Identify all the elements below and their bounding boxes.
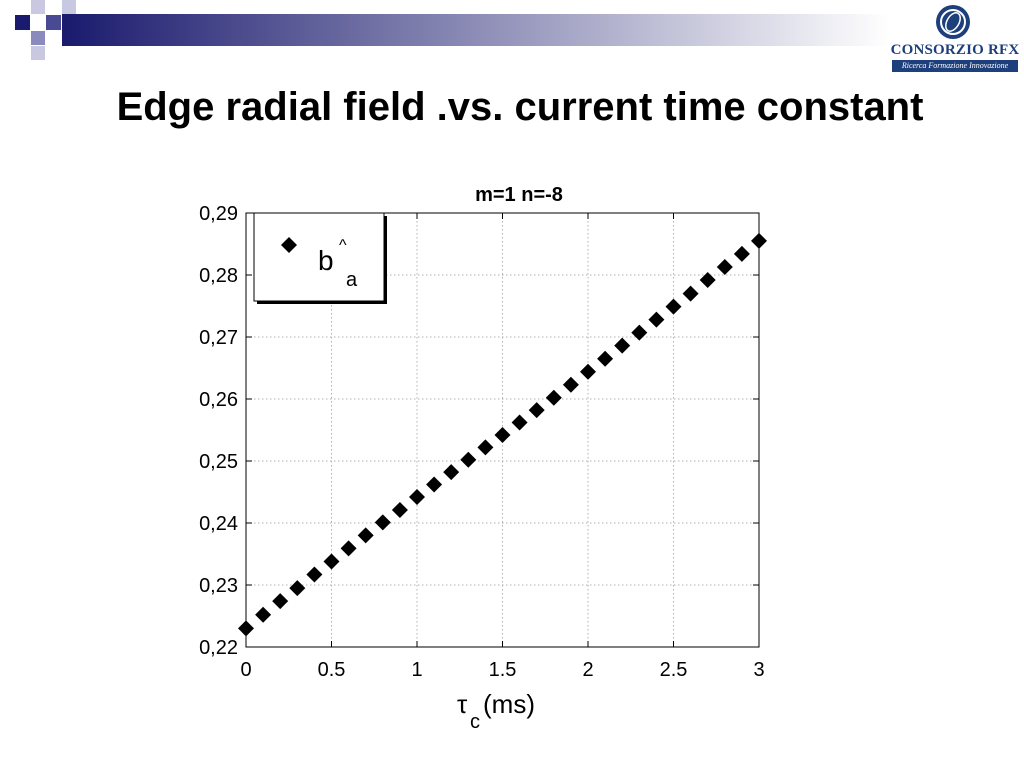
y-tick-label: 0,22 bbox=[199, 637, 238, 659]
y-tick-label: 0,23 bbox=[199, 575, 238, 597]
data-point-diamond bbox=[699, 271, 716, 288]
y-tick-label: 0,27 bbox=[199, 327, 238, 349]
legend-label: b bbox=[318, 245, 334, 276]
data-point-diamond bbox=[665, 298, 682, 315]
data-point-diamond bbox=[580, 363, 596, 380]
data-point-diamond bbox=[426, 476, 443, 493]
data-point-diamond bbox=[289, 580, 306, 597]
banner-square bbox=[46, 15, 61, 30]
x-axis-label: τ c (ms) bbox=[457, 689, 535, 733]
data-point-diamond bbox=[716, 258, 733, 275]
data-point-diamond bbox=[545, 389, 562, 406]
banner-gradient-bar bbox=[62, 14, 890, 46]
x-tick-label: 2 bbox=[582, 659, 593, 681]
banner-square bbox=[31, 46, 45, 60]
y-tick-label: 0,26 bbox=[199, 389, 238, 411]
data-point-diamond bbox=[511, 414, 528, 431]
logo-emblem-icon bbox=[936, 5, 970, 39]
data-point-diamond bbox=[374, 514, 391, 531]
logo-name: CONSORZIO RFX bbox=[890, 42, 1020, 58]
data-point-diamond bbox=[528, 402, 545, 419]
data-point-diamond bbox=[272, 593, 289, 610]
top-banner: CONSORZIO RFX Ricerca Formazione Innovaz… bbox=[0, 0, 1024, 80]
data-point-diamond bbox=[323, 553, 340, 570]
data-point-diamond bbox=[631, 324, 648, 341]
data-point-diamond bbox=[751, 232, 767, 249]
y-tick-label: 0,25 bbox=[199, 451, 238, 473]
data-point-diamond bbox=[340, 540, 357, 557]
series-points bbox=[238, 232, 767, 637]
x-axis-label-subscript: c bbox=[470, 711, 480, 733]
data-point-diamond bbox=[562, 376, 579, 393]
data-point-diamond bbox=[682, 285, 699, 302]
y-tick-label: 0,24 bbox=[199, 513, 238, 535]
banner-square bbox=[62, 0, 76, 14]
data-point-diamond bbox=[409, 488, 425, 505]
banner-squares-decoration bbox=[15, 0, 890, 60]
x-axis-label-unit: (ms) bbox=[483, 689, 535, 719]
data-point-diamond bbox=[614, 337, 631, 354]
data-point-diamond bbox=[733, 245, 750, 262]
data-point-diamond bbox=[597, 350, 614, 367]
x-tick-label: 1 bbox=[411, 659, 422, 681]
banner-square bbox=[15, 15, 30, 30]
data-point-diamond bbox=[306, 566, 323, 583]
data-point-diamond bbox=[443, 464, 460, 481]
x-tick-label: 2.5 bbox=[660, 659, 688, 681]
legend-marker-diamond bbox=[281, 237, 297, 253]
x-axis-tick-labels: 0 0.5 1 1.5 2 2.5 3 bbox=[240, 659, 764, 681]
data-point-diamond bbox=[477, 439, 494, 456]
data-point-diamond bbox=[460, 451, 477, 468]
legend-label-hat: ^ bbox=[339, 237, 347, 254]
y-axis-tick-labels: 0,22 0,23 0,24 0,25 0,26 0,27 0,28 0,29 bbox=[199, 203, 238, 659]
x-axis-label-symbol: τ bbox=[457, 689, 468, 719]
banner-square bbox=[31, 0, 45, 14]
legend-label-subscript: a bbox=[346, 269, 358, 291]
data-point-diamond bbox=[391, 501, 408, 518]
consorzio-rfx-logo: CONSORZIO RFX Ricerca Formazione Innovaz… bbox=[890, 2, 1020, 74]
data-point-diamond bbox=[494, 426, 511, 443]
chart-title: m=1 n=-8 bbox=[475, 184, 563, 206]
x-tick-label: 0 bbox=[240, 659, 251, 681]
page-title: Edge radial field .vs. current time cons… bbox=[116, 85, 924, 129]
data-point-diamond bbox=[357, 527, 374, 544]
logo-tagline: Ricerca Formazione Innovazione bbox=[892, 60, 1018, 72]
y-tick-label: 0,29 bbox=[199, 203, 238, 225]
data-point-diamond bbox=[255, 606, 272, 623]
data-point-diamond bbox=[648, 311, 665, 328]
banner-square bbox=[31, 31, 45, 45]
x-tick-label: 0.5 bbox=[318, 659, 346, 681]
y-tick-label: 0,28 bbox=[199, 265, 238, 287]
x-tick-label: 3 bbox=[753, 659, 764, 681]
legend-box bbox=[253, 212, 385, 302]
x-tick-label: 1.5 bbox=[489, 659, 517, 681]
legend: b ^ a bbox=[253, 212, 387, 304]
data-point-diamond bbox=[238, 620, 254, 637]
